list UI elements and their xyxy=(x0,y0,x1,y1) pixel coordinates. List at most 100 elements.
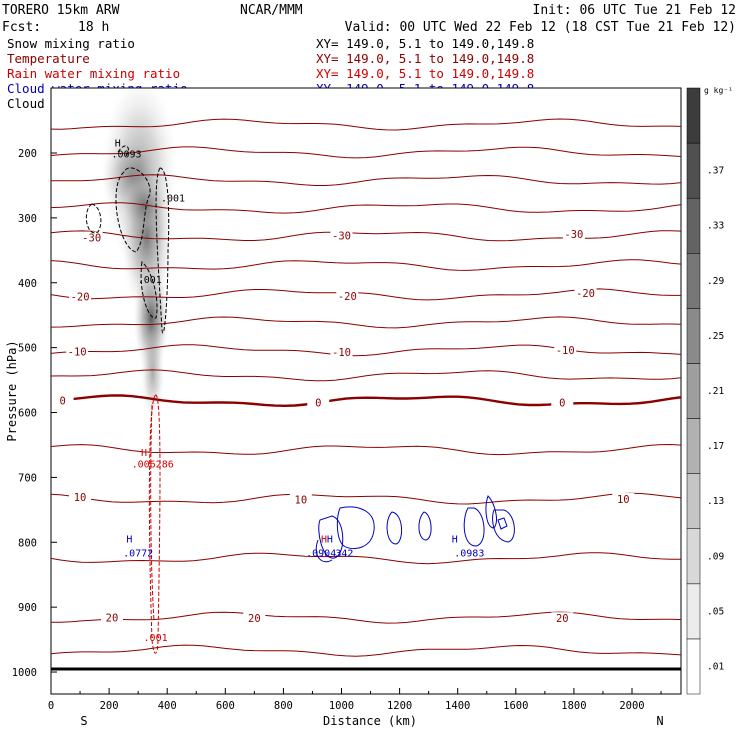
isotherm-label: 20 xyxy=(106,612,119,624)
colorbar-unit: g kg⁻¹ xyxy=(704,86,733,95)
dashed-contour xyxy=(148,394,161,654)
colorbar-label: .17 xyxy=(707,441,724,452)
contour-annotation: .0093 xyxy=(111,150,141,161)
contour-annotation: 342 xyxy=(335,549,353,560)
x-tick-label: 1200 xyxy=(387,700,412,712)
contour-annotation: .001 xyxy=(161,194,185,205)
contour-annotation: .0983 xyxy=(454,549,484,560)
colorbar-bin xyxy=(686,638,701,695)
colorbar-bin xyxy=(686,583,701,640)
isotherm-label: 0 xyxy=(59,396,65,408)
y-tick-label: 900 xyxy=(18,602,37,614)
mixing-ratio-contours xyxy=(85,145,515,654)
isotherm-label: 10 xyxy=(74,492,87,504)
colorbar-label: .09 xyxy=(707,551,724,562)
solid-contour xyxy=(418,511,432,541)
org-label: NCAR/MMM xyxy=(240,3,303,18)
solid-contour xyxy=(336,506,375,550)
contour-annotation: H xyxy=(327,534,333,545)
isotherm-label: -10 xyxy=(68,346,87,358)
x-axis-right-end-label: N xyxy=(656,714,663,728)
isotherm-label: -20 xyxy=(71,291,90,303)
isotherm-label-bg xyxy=(554,343,577,356)
model-title: TORERO 15km ARW xyxy=(2,3,120,18)
isotherm-line xyxy=(51,611,681,624)
y-axis: 200 300 400 500 600 700 800 900 1000 xyxy=(12,148,57,679)
legend-label: Rain water mixing ratio xyxy=(7,66,180,81)
isotherm-label-bg xyxy=(612,493,635,506)
isotherm-label-bg xyxy=(307,396,330,409)
isotherm-label-bg xyxy=(574,287,597,300)
contour-annotation: H xyxy=(141,448,147,459)
isotherm-label-bg xyxy=(551,612,574,625)
colorbar: .01 .05 .09 .13 .17 .21 .25 .29 .33 .37 xyxy=(686,87,724,695)
legend-xy: XY= 149.0, 5.1 to 149.0,149.8 xyxy=(316,51,534,66)
x-tick-label: 200 xyxy=(100,700,119,712)
contour-annotation: .006286 xyxy=(132,460,174,471)
temperature-isotherms: -30 -30 -30 -20 -20 -20 -10 -10 -10 0 0 0 10 10 10 20 20… xyxy=(51,118,681,657)
solid-contour xyxy=(315,539,333,563)
solid-contour xyxy=(497,517,508,530)
y-tick-label: 300 xyxy=(18,213,37,225)
isotherm-label-bg xyxy=(330,229,353,242)
contour-annotation: .0904 xyxy=(306,549,336,560)
valid-label: Valid: 00 UTC Wed 22 Feb 12 (18 CST Tue … xyxy=(345,20,736,35)
legend-label: Temperature xyxy=(7,51,90,66)
fcst-value: 18 h xyxy=(78,20,109,35)
fcst-label: Fcst: xyxy=(2,20,41,35)
colorbar-label: .05 xyxy=(707,606,724,617)
isotherm-label-bg xyxy=(551,396,574,409)
isotherm-line xyxy=(51,443,681,456)
solid-contour xyxy=(318,515,344,559)
colorbar-bin xyxy=(686,253,701,309)
dashed-contour xyxy=(85,203,102,234)
colorbar-label: .21 xyxy=(707,386,724,397)
colorbar-bin xyxy=(686,87,701,144)
isotherm-label-bg xyxy=(289,493,312,506)
isotherm-label: 10 xyxy=(295,495,308,507)
isotherm-line xyxy=(51,146,681,159)
isotherm-label-bg xyxy=(330,346,353,359)
isotherm-label: 20 xyxy=(556,613,569,625)
snow-shade-blob xyxy=(140,328,165,420)
isotherm-line xyxy=(51,174,681,186)
contour-annotation: H xyxy=(321,534,327,545)
isotherm-label: 0 xyxy=(559,397,565,409)
colorbar-label: .33 xyxy=(707,221,724,232)
x-tick-label: 1400 xyxy=(445,700,470,712)
y-tick-label: 800 xyxy=(18,537,37,549)
y-tick-label: 500 xyxy=(18,343,37,355)
isotherm-line xyxy=(51,492,681,505)
isotherm-line xyxy=(51,344,681,357)
isotherm-label-bg xyxy=(69,290,92,303)
x-tick-label: 400 xyxy=(158,700,177,712)
isotherm-label-bg xyxy=(101,611,124,624)
solid-contour xyxy=(386,511,402,545)
x-tick-label: 1800 xyxy=(561,700,586,712)
x-tick-label: 600 xyxy=(216,700,235,712)
colorbar-bin xyxy=(686,197,701,254)
colorbar-bin xyxy=(686,418,701,474)
colorbar-label: .01 xyxy=(707,661,724,672)
isotherm-zero xyxy=(51,394,681,408)
colorbar-label: .29 xyxy=(707,276,724,287)
x-axis: 0 200 400 600 800 1000 1200 1400 1600 1800 2000 xyxy=(48,688,662,712)
isotherm-label: -30 xyxy=(332,230,351,242)
colorbar-label: .37 xyxy=(707,166,724,177)
legend-label: Snow mixing ratio xyxy=(7,36,135,51)
header: TORERO 15km ARW NCAR/MMM Init: 06 UTC Tu… xyxy=(2,3,736,35)
isotherm-label: -10 xyxy=(556,345,575,357)
colorbar-label: .25 xyxy=(707,331,724,342)
contour-annotation: H xyxy=(452,534,458,545)
isotherm-label: -10 xyxy=(332,347,351,359)
x-axis-left-end-label: S xyxy=(80,714,87,728)
y-tick-label: 1000 xyxy=(12,667,37,679)
isotherm-label-bg xyxy=(243,612,266,625)
contour-annotation: H xyxy=(115,139,121,150)
colorbar-bin xyxy=(686,308,701,364)
isotherm-line xyxy=(51,644,681,657)
isotherm-label-bg xyxy=(80,231,103,244)
dashed-contour xyxy=(140,261,158,319)
